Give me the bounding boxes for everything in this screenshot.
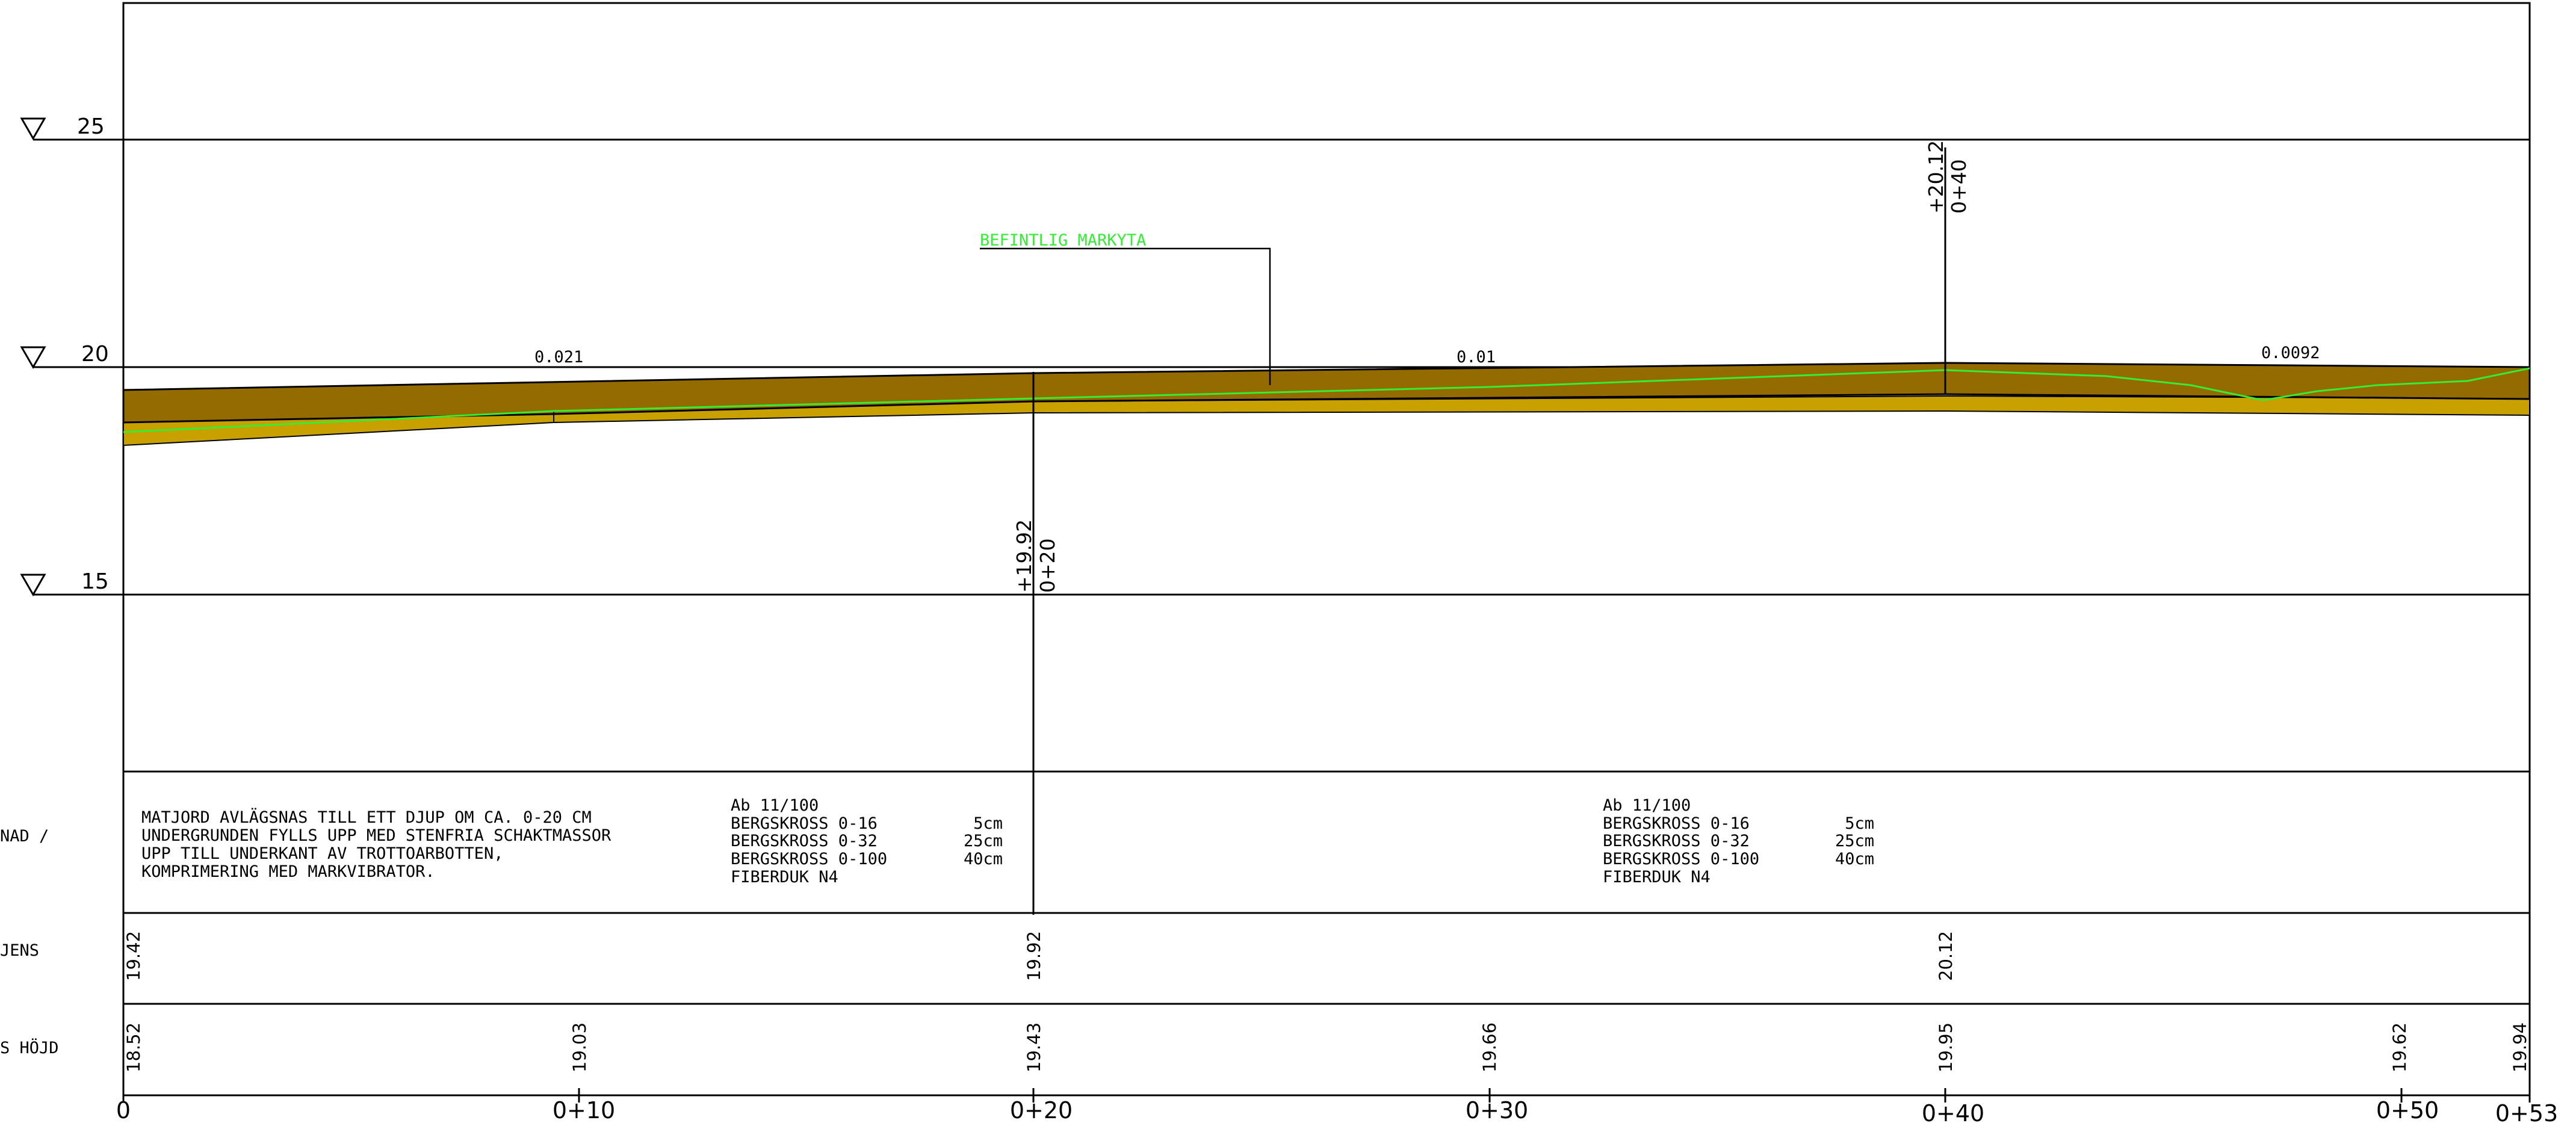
existing-elevation: 19.66 (1479, 1022, 1500, 1072)
elevation-label: 20 (81, 342, 109, 367)
layer-depth: 5cm (973, 814, 1003, 833)
slope-label-1: 0.021 (534, 348, 583, 367)
layer-spec-2: Ab 11/100 BERGSKROSS 0-16 BERGSKROSS 0-3… (1603, 796, 1874, 886)
layer-name: BERGSKROSS 0-100 (731, 850, 887, 868)
row-label-existing: S HÖJD (0, 1038, 59, 1057)
callout-chainage: 0+40 (1947, 159, 1971, 214)
elevation-marker-25: 25 (20, 114, 105, 141)
elevation-label: 25 (77, 114, 105, 139)
layer-name: BERGSKROSS 0-100 (1603, 850, 1759, 868)
existing-ground-leader (980, 247, 1271, 385)
layer-name: BERGSKROSS 0-16 (731, 814, 878, 833)
callout-0-40: +20.12 0+40 (1924, 140, 1971, 394)
chainage-label: 0+50 (2376, 1097, 2439, 1124)
callout-chainage: 0+20 (1036, 538, 1059, 593)
layer-depth: 40cm (1835, 850, 1874, 868)
existing-elevation: 19.62 (2389, 1022, 2410, 1072)
existing-ground-label: BEFINTLIG MARKYTA (980, 231, 1146, 250)
elevation-label: 15 (81, 569, 109, 594)
slope-label-3: 0.0092 (2261, 344, 2320, 362)
chainage-label: 0+53 (2495, 1100, 2558, 1126)
layer-depth: 40cm (964, 850, 1003, 868)
layer-depth: 5cm (1845, 814, 1874, 833)
note-line: KOMPRIMERING MED MARKVIBRATOR. (141, 862, 435, 881)
layer-name: Ab 11/100 (731, 796, 819, 815)
layer-depth: 25cm (1835, 832, 1874, 850)
elevation-marker-20: 20 (20, 342, 109, 370)
design-elevation: 20.12 (1936, 931, 1956, 981)
layer-spec-1: Ab 11/100 BERGSKROSS 0-16 BERGSKROSS 0-3… (731, 796, 1003, 886)
layer-name: BERGSKROSS 0-32 (1603, 832, 1750, 850)
row-label-construction: NAD / (0, 827, 49, 846)
elevation-triangle-icon (20, 117, 46, 141)
existing-ground-line (123, 367, 2530, 433)
note-line: UNDERGRUNDEN FYLLS UPP MED STENFRIA SCHA… (141, 826, 611, 845)
chainage-label: 0+10 (553, 1097, 615, 1124)
chainage-label: 0 (116, 1097, 131, 1124)
construction-note: MATJORD AVLÄGSNAS TILL ETT DJUP OM CA. 0… (141, 808, 611, 881)
layer-name: FIBERDUK N4 (731, 868, 838, 886)
callout-elevation: +20.12 (1924, 140, 1948, 214)
callout-elevation: +19.92 (1012, 519, 1036, 593)
design-elevation: 19.42 (123, 931, 144, 981)
note-line: MATJORD AVLÄGSNAS TILL ETT DJUP OM CA. 0… (141, 808, 592, 827)
layer-name: BERGSKROSS 0-16 (1603, 814, 1750, 833)
chainage-label: 0+40 (1922, 1100, 1984, 1126)
existing-elevation: 19.94 (2510, 1022, 2530, 1072)
existing-elevation: 19.43 (1024, 1022, 1044, 1072)
elevation-marker-15: 15 (20, 569, 109, 597)
design-elevation: 19.92 (1024, 931, 1044, 981)
row-label-design: JENS (0, 941, 39, 960)
layer-name: Ab 11/100 (1603, 796, 1691, 815)
layer-name: FIBERDUK N4 (1603, 868, 1711, 886)
layer-name: BERGSKROSS 0-32 (731, 832, 878, 850)
existing-elevation: 19.03 (569, 1022, 590, 1072)
pavement-fill-layer (122, 362, 2531, 424)
drawing-frame (122, 2, 2531, 1097)
chainage-label: 0+20 (1010, 1097, 1073, 1124)
chainage-label: 0+30 (1466, 1097, 1528, 1124)
existing-elevation: 18.52 (123, 1022, 144, 1072)
layer-depth: 25cm (964, 832, 1003, 850)
note-line: UPP TILL UNDERKANT AV TROTTOARBOTTEN, (141, 844, 503, 863)
elevation-triangle-icon (20, 574, 46, 597)
callout-0-20: +19.92 0+20 (1012, 372, 1059, 915)
slope-label-2: 0.01 (1457, 348, 1496, 367)
existing-elevation: 19.95 (1936, 1022, 1956, 1072)
elevation-triangle-icon (20, 346, 46, 370)
